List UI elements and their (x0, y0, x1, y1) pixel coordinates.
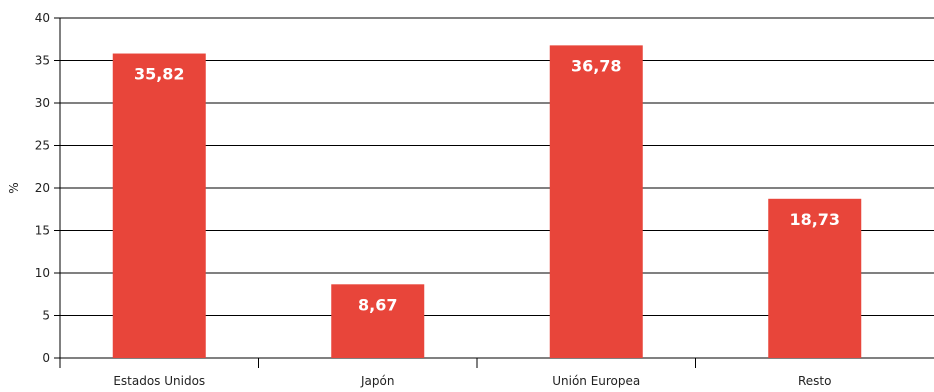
y-tick-label: 30 (35, 96, 50, 110)
y-axis-ticks: 0 5 10 15 20 25 30 35 40 (35, 11, 61, 365)
bar-0 (112, 53, 206, 358)
y-tick-label: 35 (35, 54, 50, 68)
y-tick-label: 25 (35, 139, 50, 153)
bar-2 (549, 45, 643, 359)
x-category-label: Estados Unidos (113, 374, 205, 388)
x-category-label: Unión Europea (552, 374, 640, 388)
bar-value-label: 36,78 (571, 56, 622, 75)
bar-value-label: 18,73 (789, 210, 840, 229)
bar-1 (331, 284, 425, 358)
bar-value-label: 8,67 (358, 295, 397, 314)
bar-value-label: 35,82 (134, 65, 185, 84)
y-tick-label: 5 (42, 309, 50, 323)
y-tick-label: 15 (35, 224, 50, 238)
y-tick-label: 10 (35, 266, 50, 280)
bars: 35,82 8,67 36,78 18,73 (112, 45, 862, 359)
y-tick-label: 0 (42, 351, 50, 365)
x-category-label: Japón (360, 374, 394, 388)
x-axis: Estados Unidos Japón Unión Europea Resto (59, 358, 831, 388)
y-tick-label: 20 (35, 181, 50, 195)
bar-3 (768, 198, 862, 358)
y-axis-title: % (7, 182, 21, 193)
x-category-label: Resto (798, 374, 831, 388)
y-tick-label: 40 (35, 11, 50, 25)
